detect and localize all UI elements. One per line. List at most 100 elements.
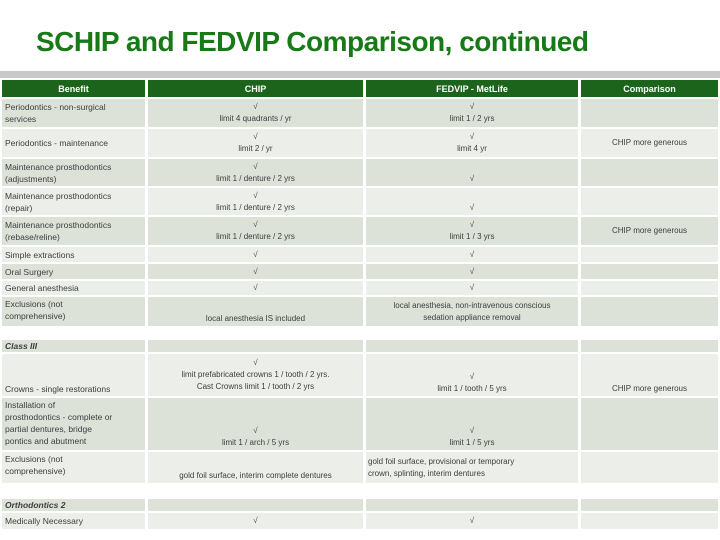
cell-fedvip (366, 499, 578, 511)
cell-chip: √ (148, 247, 363, 262)
cell-chip: √ limit prefabricated crowns 1 / tooth / … (148, 354, 363, 396)
table-row: Periodontics - maintenance √ limit 2 / yr √… (2, 129, 718, 157)
check-mark: √ (253, 358, 258, 367)
cell-benefit: Installation of prosthodontics - complete… (2, 398, 145, 450)
check-mark: √ (469, 102, 475, 111)
table-row: General anesthesia √ √ (2, 281, 718, 295)
page-title: SCHIP and FEDVIP Comparison, continued (36, 26, 589, 57)
cell-comparison (581, 188, 718, 215)
cell-text-line: Orthodontics 2 (5, 500, 66, 510)
cell-fedvip: √ limit 4 yr (366, 129, 578, 157)
cell-text-line: (repair) (5, 202, 33, 213)
cell-text-line: limit 1 / denture / 2 yrs (216, 202, 295, 212)
check-mark: √ (469, 203, 475, 212)
cell-chip: √ (148, 264, 363, 279)
cell-text-line: Exclusions (not (5, 454, 63, 464)
column-header-benefit: Benefit (2, 80, 145, 97)
cell-benefit: Maintenance prosthodontics (repair) (2, 188, 145, 215)
comparison-table: Benefit CHIP FEDVIP - MetLife Comparison Per… (2, 80, 718, 531)
table-row: Class III (2, 340, 718, 352)
table-row: Exclusions (not comprehensive) gold foil s… (2, 452, 718, 483)
table-row: Medically Necessary √ √ (2, 513, 718, 529)
check-mark: √ (253, 266, 258, 276)
cell-benefit: Class III (2, 340, 145, 352)
cell-benefit: General anesthesia (2, 281, 145, 295)
cell-text-line: CHIP more generous (612, 384, 687, 393)
cell-comparison: CHIP more generous (581, 129, 718, 157)
cell-text-line: limit 2 / yr (238, 144, 273, 153)
check-mark: √ (253, 516, 258, 525)
table-row: Exclusions (not comprehensive) local anest… (2, 297, 718, 326)
cell-text-line: comprehensive) (5, 311, 66, 321)
cell-benefit: Crowns - single restorations (2, 354, 145, 396)
check-mark: √ (253, 249, 258, 259)
cell-text-line: local anesthesia IS included (205, 314, 306, 323)
table-spacer (2, 328, 718, 338)
cell-text-line: (rebase/reline) (5, 232, 60, 242)
cell-chip (148, 340, 363, 352)
cell-comparison (581, 452, 718, 483)
cell-fedvip: √ limit 1 / tooth / 5 yrs (366, 354, 578, 396)
cell-text-line: Maintenance prosthodontics (5, 190, 112, 201)
cell-text-line: limit 1 / 2 yrs (449, 114, 495, 123)
cell-text-line: Cast Crowns limit 1 / tooth / 2 yrs (196, 382, 315, 391)
cell-text-line: limit 1 / 5 yrs (449, 438, 495, 447)
cell-chip: gold foil surface, interim complete dent… (148, 452, 363, 483)
cell-text-line: Installation of (5, 400, 56, 410)
cell-benefit: Periodontics - maintenance (2, 129, 145, 157)
check-mark: √ (253, 190, 258, 200)
cell-chip: √ limit 2 / yr (148, 129, 363, 157)
cell-benefit: Medically Necessary (2, 513, 145, 529)
cell-comparison (581, 281, 718, 295)
cell-comparison (581, 340, 718, 352)
cell-text-line: Periodontics - maintenance (5, 138, 109, 148)
cell-text-line: Periodontics - non-surgical (5, 102, 106, 112)
cell-text-line: limit 1 / denture / 2 yrs (216, 173, 295, 183)
check-mark: √ (253, 426, 258, 435)
cell-chip: √ (148, 281, 363, 295)
cell-comparison (581, 513, 718, 529)
check-mark: √ (253, 283, 258, 292)
cell-text-line: CHIP more generous (612, 138, 687, 147)
check-mark: √ (469, 132, 475, 141)
cell-chip: √ (148, 513, 363, 529)
cell-text-line: Simple extractions (5, 249, 75, 260)
table-row: Orthodontics 2 (2, 499, 718, 511)
check-mark: √ (469, 174, 475, 183)
check-mark: √ (469, 372, 475, 381)
table-row: Maintenance prosthodontics (adjustments) √… (2, 159, 718, 186)
cell-text-line: Class III (5, 341, 38, 351)
check-mark: √ (253, 102, 258, 111)
cell-benefit: Periodontics - non-surgical services (2, 99, 145, 127)
title-divider (0, 71, 720, 78)
cell-comparison (581, 297, 718, 326)
column-header-comparison: Comparison (581, 80, 718, 97)
cell-text-line: pontics and abutment (5, 436, 87, 446)
table-row: Oral Surgery √ √ (2, 264, 718, 279)
cell-comparison (581, 99, 718, 127)
cell-benefit: Simple extractions (2, 247, 145, 262)
table-row: Maintenance prosthodontics (repair) √ limit… (2, 188, 718, 215)
cell-text-line: crown, splinting, interim dentures (368, 468, 485, 478)
cell-comparison (581, 247, 718, 262)
cell-fedvip: √ (366, 188, 578, 215)
cell-text-line: Crowns - single restorations (5, 384, 111, 394)
cell-text-line: limit 1 / denture / 2 yrs (216, 232, 295, 241)
cell-text-line: General anesthesia (5, 283, 79, 293)
cell-benefit: Oral Surgery (2, 264, 145, 279)
cell-fedvip: gold foil surface, provisional or tempor… (366, 452, 578, 483)
check-mark: √ (469, 516, 475, 525)
table-row: Maintenance prosthodontics (rebase/reline… (2, 217, 718, 245)
cell-text-line: limit 1 / 3 yrs (449, 232, 495, 241)
cell-text-line: services (5, 114, 37, 124)
cell-fedvip: local anesthesia, non-intravenous consci… (366, 297, 578, 326)
cell-fedvip: √ (366, 159, 578, 186)
check-mark: √ (469, 266, 475, 276)
cell-benefit: Exclusions (not comprehensive) (2, 297, 145, 326)
cell-text-line: gold foil surface, provisional or tempor… (368, 456, 515, 466)
cell-chip: √ limit 1 / arch / 5 yrs (148, 398, 363, 450)
cell-text-line: sedation appliance removal (423, 312, 521, 322)
cell-text-line: prosthodontics - complete or (5, 412, 113, 422)
cell-text-line: Exclusions (not (5, 299, 63, 309)
